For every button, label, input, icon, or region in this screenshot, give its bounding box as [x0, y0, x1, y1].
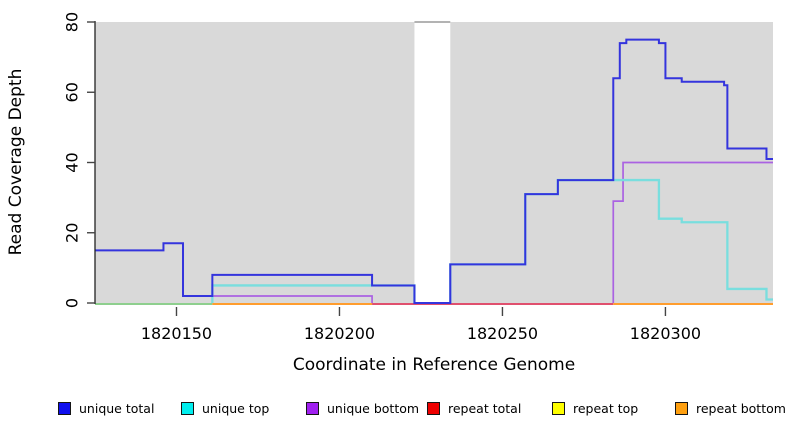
- x-tick-label: 1820300: [630, 324, 701, 343]
- legend-label: unique total: [79, 400, 155, 416]
- y-tick-label: 0: [63, 298, 82, 308]
- y-tick-label: 20: [63, 223, 82, 243]
- legend-label: repeat top: [573, 400, 639, 416]
- legend-swatch: [181, 401, 194, 415]
- legend-swatch: [552, 401, 565, 415]
- x-tick-label: 1820250: [467, 324, 538, 343]
- y-axis-label: Read Coverage Depth: [6, 68, 26, 256]
- legend-item-repeat-bottom: repeat bottom: [675, 399, 786, 417]
- legend: unique total unique top unique bottom repea…: [0, 399, 792, 419]
- legend-label: unique top: [202, 400, 270, 416]
- legend-swatch: [675, 401, 688, 415]
- legend-swatch: [58, 401, 71, 415]
- x-tick-label: 1820150: [141, 324, 212, 343]
- y-tick-label: 80: [63, 12, 82, 32]
- x-tick-label: 1820200: [304, 324, 375, 343]
- y-tick-label: 40: [63, 152, 82, 172]
- legend-label: repeat total: [448, 400, 522, 416]
- y-tick-label: 60: [63, 82, 82, 102]
- x-axis-label: Coordinate in Reference Genome: [292, 355, 576, 375]
- legend-item-unique-bottom: unique bottom: [306, 399, 419, 417]
- panel-background: [95, 22, 415, 303]
- legend-item-repeat-top: repeat top: [552, 399, 638, 417]
- legend-item-unique-total: unique total: [58, 399, 154, 417]
- legend-label: unique bottom: [327, 400, 420, 416]
- legend-item-unique-top: unique top: [181, 399, 269, 417]
- legend-label: repeat bottom: [696, 400, 786, 416]
- legend-item-repeat-total: repeat total: [427, 399, 521, 417]
- legend-swatch: [306, 401, 319, 415]
- legend-swatch: [427, 401, 440, 415]
- series-line-unique-total: [95, 38, 773, 304]
